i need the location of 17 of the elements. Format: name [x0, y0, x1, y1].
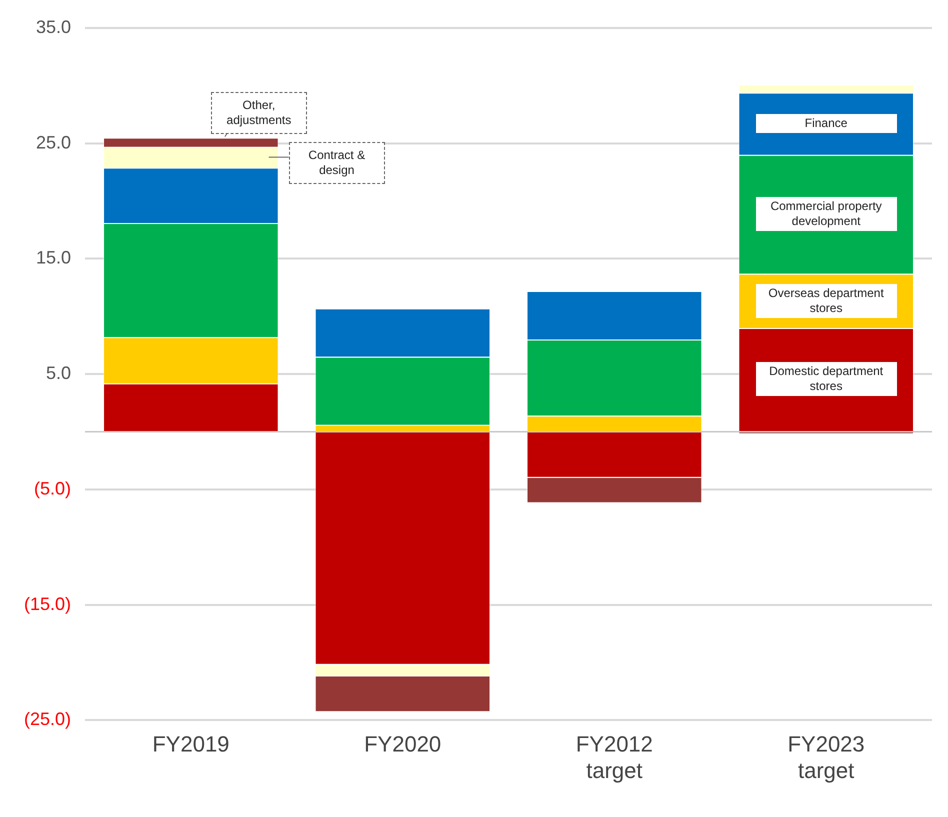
x-tick-label: FY2019 — [152, 731, 230, 756]
y-tick-label: (15.0) — [24, 594, 72, 614]
x-tick-label: FY2012 target — [576, 731, 653, 783]
y-tick-label: (5.0) — [34, 478, 72, 498]
callout-box: Other, adjustments — [210, 92, 307, 134]
name-tag: Overseas department stores — [756, 284, 897, 318]
x-tick-label: FY2023 target — [788, 731, 865, 783]
y-tick-label: 35.0 — [36, 16, 72, 37]
name-tag: Finance — [756, 114, 897, 134]
y-tick-label: 15.0 — [36, 248, 72, 268]
y-tick-label: (25.0) — [24, 709, 72, 730]
name-tag: Commercial property development — [756, 197, 897, 232]
x-tick-label: FY2020 — [364, 731, 442, 756]
callout-box: Contract & design — [288, 142, 385, 184]
name-tag: Domestic department stores — [756, 362, 897, 396]
y-tick-label: 5.0 — [46, 363, 72, 384]
y-tick-label: 25.0 — [36, 132, 72, 152]
